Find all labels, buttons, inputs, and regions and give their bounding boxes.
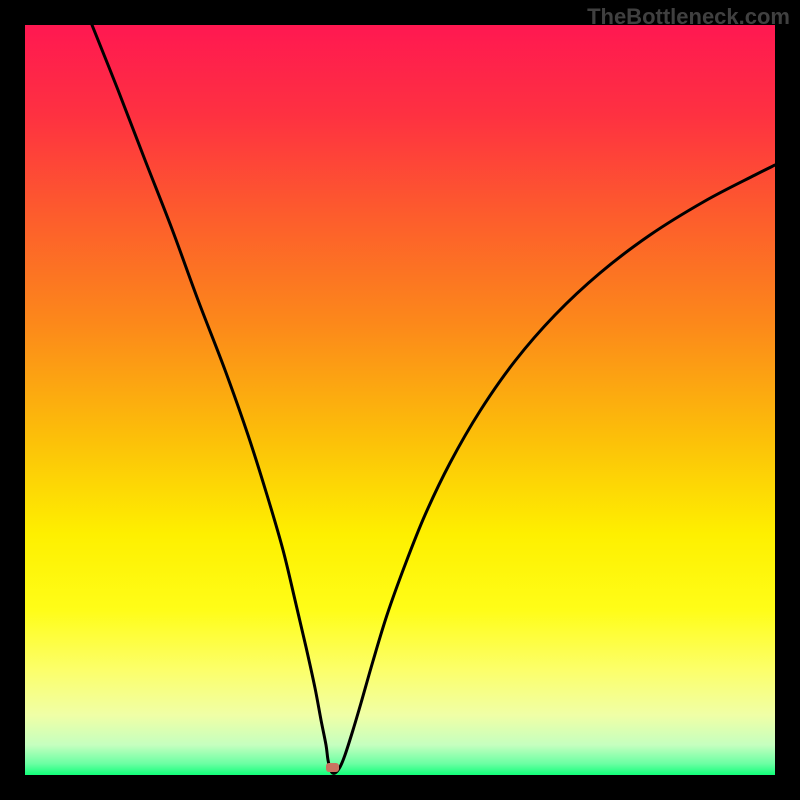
minimum-marker (326, 763, 339, 772)
chart-plot-area (25, 25, 775, 775)
bottleneck-curve (25, 25, 775, 775)
watermark-text: TheBottleneck.com (587, 4, 790, 30)
